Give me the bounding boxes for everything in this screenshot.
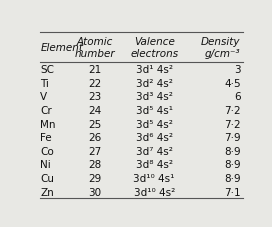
Text: V: V: [40, 92, 47, 102]
Text: 23: 23: [88, 92, 102, 102]
Text: 24: 24: [88, 106, 102, 116]
Text: 3d⁶ 4s²: 3d⁶ 4s²: [136, 133, 173, 143]
Text: 26: 26: [88, 133, 102, 143]
Text: Zn: Zn: [40, 187, 54, 197]
Text: Ti: Ti: [40, 78, 49, 88]
Text: Atomic
number: Atomic number: [75, 37, 115, 59]
Text: 29: 29: [88, 173, 102, 183]
Text: 3d⁵ 4s²: 3d⁵ 4s²: [136, 119, 173, 129]
Text: Co: Co: [40, 146, 54, 156]
Text: Density
g/cm⁻³: Density g/cm⁻³: [201, 37, 240, 59]
Text: 7·2: 7·2: [224, 119, 240, 129]
Text: 3d³ 4s²: 3d³ 4s²: [136, 92, 173, 102]
Text: 8·9: 8·9: [224, 160, 240, 170]
Text: 3: 3: [234, 65, 240, 75]
Text: 3d⁵ 4s¹: 3d⁵ 4s¹: [136, 106, 173, 116]
Text: Valence
electrons: Valence electrons: [130, 37, 178, 59]
Text: 3d⁷ 4s²: 3d⁷ 4s²: [136, 146, 173, 156]
Text: Mn: Mn: [40, 119, 56, 129]
Text: Element: Element: [40, 43, 83, 53]
Text: 4·5: 4·5: [224, 78, 240, 88]
Text: 7·2: 7·2: [224, 106, 240, 116]
Text: 7·9: 7·9: [224, 133, 240, 143]
Text: SC: SC: [40, 65, 54, 75]
Text: 27: 27: [88, 146, 102, 156]
Text: 3d² 4s²: 3d² 4s²: [136, 78, 173, 88]
Text: 28: 28: [88, 160, 102, 170]
Text: 8·9: 8·9: [224, 173, 240, 183]
Text: 7·1: 7·1: [224, 187, 240, 197]
Text: 3d¹ 4s²: 3d¹ 4s²: [136, 65, 173, 75]
Text: Ni: Ni: [40, 160, 51, 170]
Text: 3d⁸ 4s²: 3d⁸ 4s²: [136, 160, 173, 170]
Text: 30: 30: [89, 187, 102, 197]
Text: 3d¹⁰ 4s²: 3d¹⁰ 4s²: [134, 187, 175, 197]
Text: Cu: Cu: [40, 173, 54, 183]
Text: 25: 25: [88, 119, 102, 129]
Text: Cr: Cr: [40, 106, 52, 116]
Text: 22: 22: [88, 78, 102, 88]
Text: 6: 6: [234, 92, 240, 102]
Text: Fe: Fe: [40, 133, 52, 143]
Text: 8·9: 8·9: [224, 146, 240, 156]
Text: 21: 21: [88, 65, 102, 75]
Text: 3d¹⁰ 4s¹: 3d¹⁰ 4s¹: [134, 173, 175, 183]
